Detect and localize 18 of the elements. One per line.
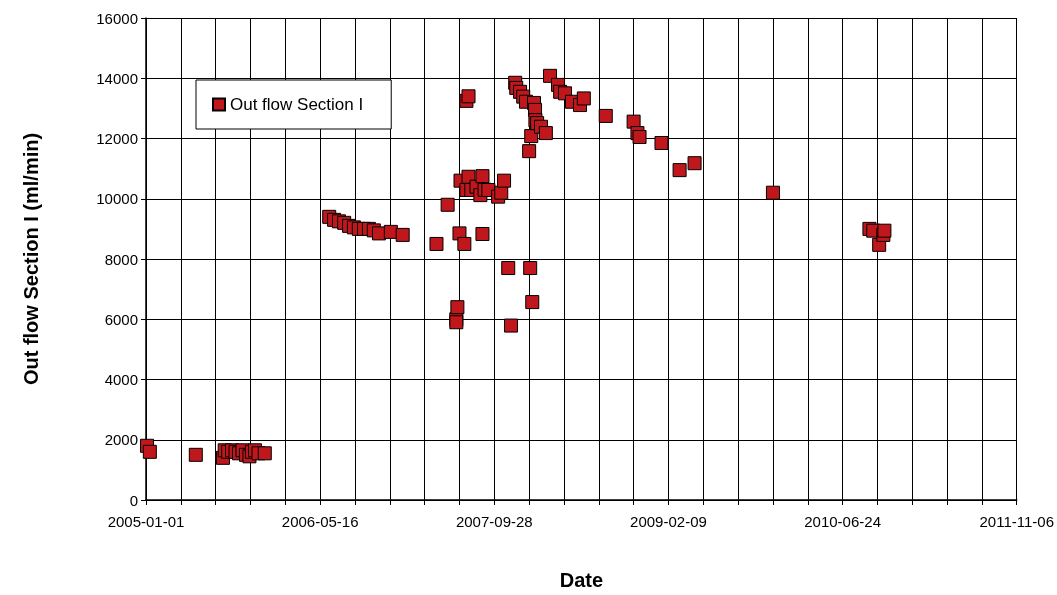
- x-tick-label: 2005-01-01: [107, 513, 185, 530]
- y-axis-title: Out flow Section I (ml/min): [20, 132, 42, 386]
- y-tick-label: 16000: [96, 9, 138, 27]
- x-tick-label: 2010-06-24: [804, 513, 881, 530]
- x-axis-title: Date: [559, 569, 604, 591]
- y-tick-label: 4000: [104, 371, 138, 388]
- x-tick-label: 2011-11-06: [979, 513, 1055, 530]
- y-tick-label: 12000: [96, 130, 138, 147]
- x-tick-label: 2007-09-28: [455, 513, 533, 530]
- y-tick-label: 6000: [104, 310, 138, 328]
- y-tick-label: 0: [129, 491, 138, 509]
- y-tick-label: 2000: [104, 431, 138, 449]
- y-tick-label: 14000: [96, 69, 138, 87]
- y-tick-label: 10000: [96, 190, 138, 208]
- x-tick-label: 2009-02-09: [630, 513, 707, 530]
- x-tick-label: 2006-05-16: [281, 513, 359, 530]
- legend-label: Out flow Section I: [230, 95, 364, 114]
- y-tick-label: 8000: [104, 250, 138, 268]
